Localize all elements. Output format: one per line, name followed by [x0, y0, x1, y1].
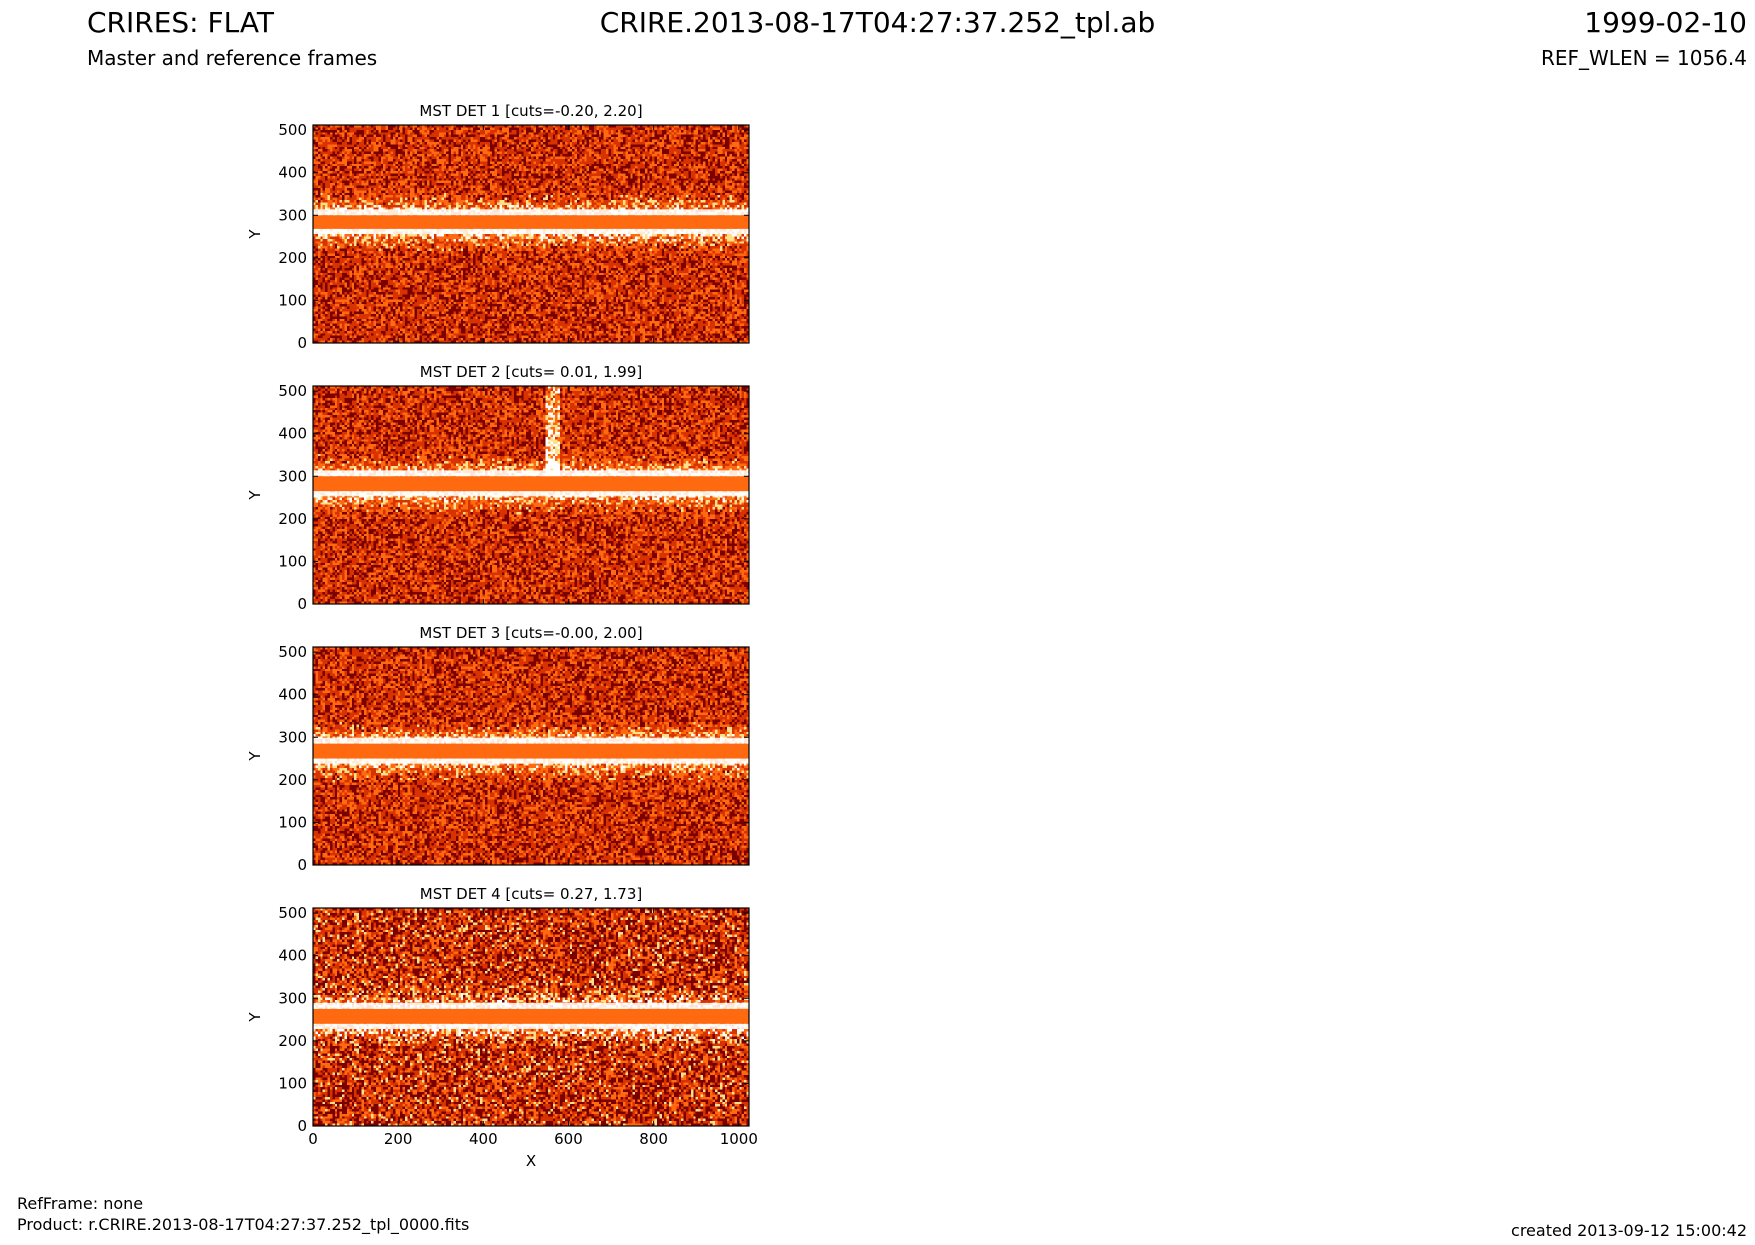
page-title: CRIRES: FLAT — [87, 6, 274, 39]
y-tick-label: 200 — [278, 771, 307, 789]
plot-frame — [312, 907, 750, 1127]
panel-title: MST DET 4 [cuts= 0.27, 1.73] — [420, 885, 643, 903]
y-tick-label: 0 — [297, 1117, 307, 1135]
detector-panel-1: MST DET 1 [cuts=-0.20, 2.20] 0 100 200 300 40… — [246, 102, 750, 352]
y-axis-label: Y — [246, 751, 264, 762]
detector-panel-4: MST DET 4 [cuts= 0.27, 1.73] 0 100 200 300 40… — [246, 885, 758, 1170]
x-axis-label: X — [526, 1152, 536, 1170]
plot-frame — [312, 385, 750, 605]
ref-frame-label: RefFrame: none — [17, 1194, 144, 1213]
halo-upper — [313, 209, 749, 216]
y-tick-label: 0 — [297, 856, 307, 874]
y-tick-label: 100 — [278, 1074, 307, 1092]
y-tick-label: 200 — [278, 249, 307, 267]
detector-panel-2: MST DET 2 [cuts= 0.01, 1.99] 0 100 200 300 40… — [246, 363, 750, 613]
detector-panel-3: MST DET 3 [cuts=-0.00, 2.00] 0 100 200 300 40… — [246, 624, 750, 874]
x-tick-label: 0 — [308, 1130, 318, 1148]
y-tick-label: 400 — [278, 686, 307, 704]
y-tick-label: 0 — [297, 334, 307, 352]
y-tick-label: 100 — [278, 291, 307, 309]
order-band — [313, 743, 749, 759]
date-label: 1999-02-10 — [1584, 6, 1747, 39]
y-tick-label: 200 — [278, 510, 307, 528]
halo-upper — [313, 470, 749, 477]
halo-lower — [313, 491, 749, 497]
y-tick-label: 200 — [278, 1032, 307, 1050]
y-tick-label: 500 — [278, 904, 307, 922]
y-tick-label: 500 — [278, 121, 307, 139]
y-axis-label: Y — [246, 229, 264, 240]
y-tick-label: 100 — [278, 813, 307, 831]
y-tick-label: 0 — [297, 595, 307, 613]
halo-upper — [313, 1002, 749, 1009]
x-tick-label: 1000 — [720, 1130, 758, 1148]
page-subtitle: Master and reference frames — [87, 46, 378, 70]
product-title: CRIRE.2013-08-17T04:27:37.252_tpl.ab — [599, 6, 1156, 39]
x-tick-label: 800 — [639, 1130, 668, 1148]
y-tick-label: 400 — [278, 164, 307, 182]
halo-upper — [313, 737, 749, 744]
ref-wlen-label: REF_WLEN = 1056.4 — [1540, 46, 1747, 70]
halo-lower — [313, 228, 749, 234]
order-band — [313, 1008, 749, 1024]
plot-frame — [312, 646, 750, 866]
plot-frame — [312, 124, 750, 344]
panel-title: MST DET 2 [cuts= 0.01, 1.99] — [420, 363, 643, 381]
order-band — [313, 476, 749, 492]
y-tick-label: 400 — [278, 947, 307, 965]
y-tick-label: 500 — [278, 643, 307, 661]
x-tick-label: 400 — [469, 1130, 498, 1148]
halo-lower — [313, 1023, 749, 1029]
panel-title: MST DET 3 [cuts=-0.00, 2.00] — [419, 624, 642, 642]
y-tick-label: 500 — [278, 382, 307, 400]
y-tick-label: 100 — [278, 552, 307, 570]
y-tick-label: 300 — [278, 989, 307, 1007]
halo-lower — [313, 758, 749, 764]
order-band — [313, 215, 749, 229]
panel-title: MST DET 1 [cuts=-0.20, 2.20] — [419, 102, 642, 120]
y-tick-label: 300 — [278, 206, 307, 224]
x-tick-label: 600 — [554, 1130, 583, 1148]
x-tick-label: 200 — [384, 1130, 413, 1148]
y-tick-label: 400 — [278, 425, 307, 443]
created-label: created 2013-09-12 15:00:42 — [1511, 1221, 1747, 1240]
y-axis-label: Y — [246, 1012, 264, 1023]
y-tick-label: 300 — [278, 728, 307, 746]
y-axis-label: Y — [246, 490, 264, 501]
product-label: Product: r.CRIRE.2013-08-17T04:27:37.252… — [17, 1215, 470, 1234]
y-tick-label: 300 — [278, 467, 307, 485]
